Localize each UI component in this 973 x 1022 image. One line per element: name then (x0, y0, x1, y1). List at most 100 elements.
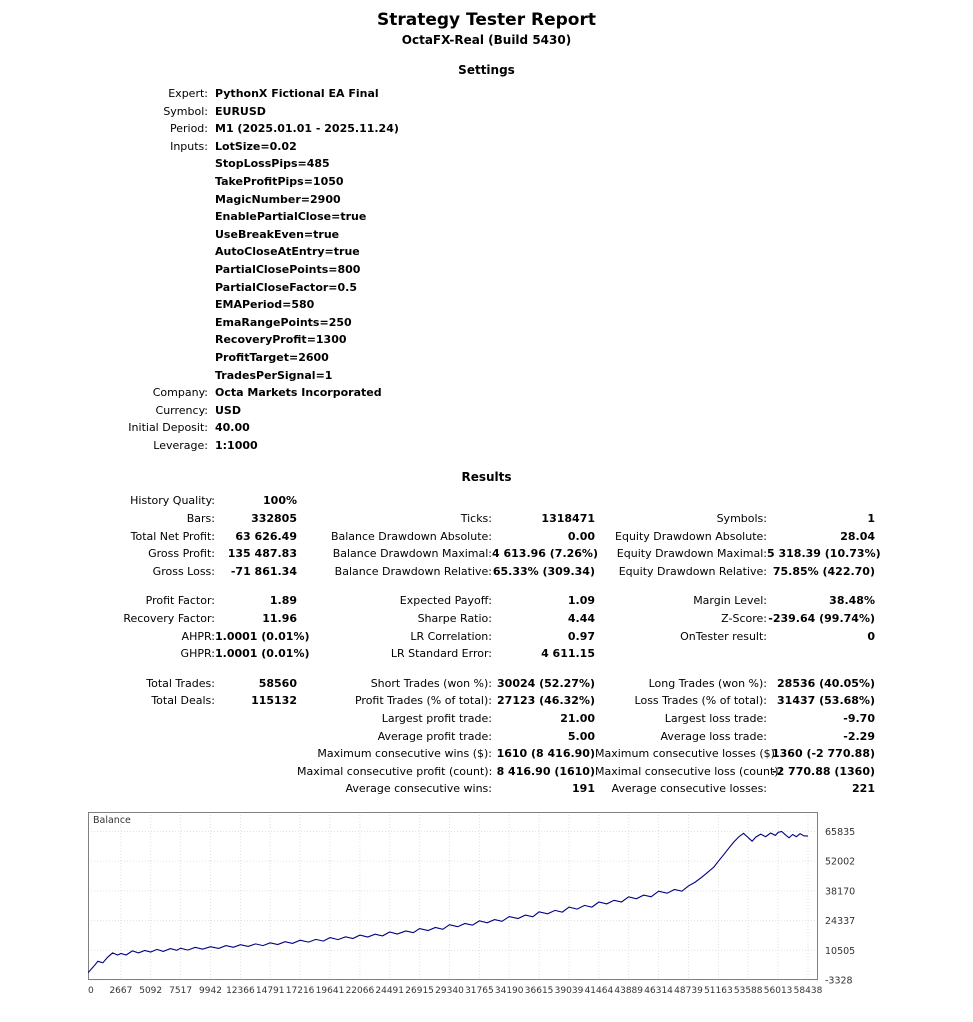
settings-row: StopLossPips=485 (88, 155, 399, 173)
setting-label (88, 296, 215, 314)
setting-label (88, 349, 215, 367)
setting-label (88, 279, 215, 297)
result-label: Gross Loss: (152, 564, 215, 578)
result-label: Symbols: (716, 512, 767, 526)
result-label: Equity Drawdown Relative: (618, 564, 767, 578)
results-row: Maximal consecutive profit (count): 8 416… (88, 763, 875, 781)
chart-frame (88, 811, 818, 980)
result-value (492, 492, 595, 510)
results-row: Average consecutive wins: 191 Average cons… (88, 780, 875, 798)
setting-label (88, 208, 215, 226)
result-value: 4 613.96 (7.26%) (492, 547, 598, 561)
result-value (215, 710, 297, 728)
setting-label (88, 314, 215, 332)
result-value: 8 416.90 (1610) (496, 764, 595, 778)
result-value: 1.0001 (0.01%) (215, 647, 310, 661)
result-label: Loss Trades (% of total): (634, 694, 767, 708)
results-row: Maximum consecutive wins ($): 1610 (8 416… (88, 745, 875, 763)
setting-label (88, 261, 215, 279)
settings-row: TakeProfitPips=1050 (88, 173, 399, 191)
settings-row: MagicNumber=2900 (88, 191, 399, 209)
result-label (88, 745, 215, 763)
result-label: History Quality: (130, 494, 215, 508)
result-value (215, 745, 297, 763)
settings-heading: Settings (458, 63, 515, 77)
balance-chart-svg: 65835 52002 38170 24337 10505 -3328 0 2667 5092 7… (87, 811, 855, 996)
settings-row: Symbol: EURUSD (88, 103, 399, 121)
results-row: Average profit trade: 5.00 Average loss tr… (88, 728, 875, 746)
result-value: 221 (852, 782, 875, 796)
result-label: LR Standard Error: (390, 647, 492, 661)
result-label (595, 645, 767, 663)
result-label (88, 710, 215, 728)
result-value: 100% (263, 494, 297, 508)
result-label (88, 780, 215, 798)
result-value (215, 763, 297, 781)
result-value: 0.00 (567, 529, 595, 543)
result-value: 75.85% (422.70) (772, 564, 875, 578)
setting-label: Currency: (155, 403, 208, 417)
result-value: 63 626.49 (235, 529, 297, 543)
result-label: LR Correlation: (410, 629, 492, 643)
setting-value: EmaRangePoints=250 (215, 315, 352, 329)
balance-series-label: Balance (93, 815, 131, 826)
result-value: 21.00 (560, 712, 595, 725)
balance-line (87, 830, 809, 974)
result-value: 1.0001 (0.01%) (215, 629, 310, 643)
settings-row: PartialCloseFactor=0.5 (88, 279, 399, 297)
x-tick-label: 19641 (316, 986, 345, 996)
balance-chart: 65835 52002 38170 24337 10505 -3328 0 2667 5092 7… (87, 811, 973, 1015)
result-value: 1360 (-2 770.88) (772, 747, 875, 761)
setting-value: TradesPerSignal=1 (215, 368, 333, 382)
result-value: 5 318.39 (10.73%) (767, 547, 881, 561)
setting-value: LotSize=0.02 (215, 139, 297, 153)
result-label: Maximal consecutive profit (count): (297, 764, 493, 778)
result-value: 11.96 (262, 612, 297, 626)
result-label: Ticks: (460, 512, 492, 526)
results-row: Total Deals: 115132 Profit Trades (% of to… (88, 692, 875, 710)
result-value: -2.29 (843, 729, 875, 743)
result-label: Equity Drawdown Maximal: (616, 547, 767, 561)
settings-row: TradesPerSignal=1 (88, 367, 399, 385)
y-tick-label: 38170 (825, 886, 855, 897)
setting-value: AutoCloseAtEntry=true (215, 245, 360, 259)
result-label: OnTester result: (680, 629, 767, 643)
x-tick-label: 7517 (169, 986, 192, 996)
x-tick-label: 31765 (465, 986, 494, 996)
setting-value: EnablePartialClose=true (215, 210, 367, 224)
x-tick-label: 9942 (199, 986, 222, 996)
x-tick-label: 41464 (585, 986, 614, 996)
y-tick-label: 10505 (825, 946, 855, 957)
settings-table: Expert: PythonX Fictional EA Final Symbol:… (88, 85, 399, 454)
result-label: Average loss trade: (660, 729, 767, 743)
setting-label (88, 226, 215, 244)
result-label: Average consecutive losses: (611, 782, 767, 796)
x-tick-label: 58438 (794, 986, 823, 996)
result-label: Total Net Profit: (130, 529, 215, 543)
result-label: AHPR: (181, 629, 215, 643)
result-label: Expected Payoff: (399, 594, 492, 608)
y-tick-label: 24337 (825, 916, 855, 927)
settings-row: Company: Octa Markets Incorporated (88, 384, 399, 402)
result-value (767, 492, 875, 510)
result-label: Maximum consecutive wins ($): (317, 747, 492, 761)
result-label: Total Trades: (146, 676, 215, 690)
spacer-cell (88, 663, 875, 675)
result-value: 135 487.83 (227, 547, 297, 561)
setting-value: M1 (2025.01.01 - 2025.11.24) (215, 122, 399, 136)
results-heading: Results (461, 470, 512, 485)
setting-value: StopLossPips=485 (215, 157, 330, 171)
result-label: Largest loss trade: (664, 712, 767, 725)
results-row: Total Net Profit: 63 626.49 Balance Drawdo… (88, 528, 875, 546)
result-value: 1.89 (269, 594, 297, 608)
result-label (595, 492, 767, 510)
setting-label: Period: (169, 122, 208, 136)
result-value: 1610 (8 416.90) (496, 747, 595, 761)
x-tick-label: 36615 (525, 986, 554, 996)
result-label: Equity Drawdown Absolute: (615, 529, 767, 543)
x-tick-label: 14791 (256, 986, 285, 996)
result-value (215, 780, 297, 798)
results-body: History Quality: 100% Bars: 332805 Ticks: 131… (88, 492, 881, 798)
result-value: -2 770.88 (1360) (772, 764, 875, 778)
x-tick-label: 5092 (139, 986, 162, 996)
